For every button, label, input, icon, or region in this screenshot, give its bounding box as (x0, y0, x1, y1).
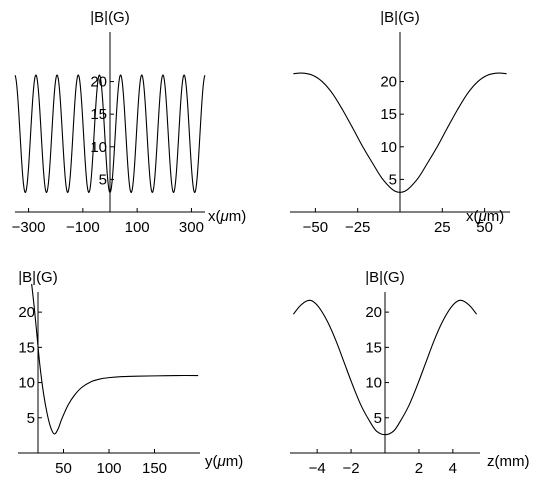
series-line (293, 72, 507, 193)
x-axis-label: x(μm) (466, 208, 504, 225)
panel-top-left: −300 −100 100 300 5 10 15 20 x(μm) |B|(G) (12, 9, 247, 236)
x-tick-label: −100 (66, 219, 100, 236)
x-tick-label: 100 (96, 460, 121, 477)
y-tick-label: 20 (380, 74, 397, 91)
x-tick-label: 50 (55, 460, 72, 477)
y-axis-label: |B|(G) (365, 269, 404, 286)
y-tick-label: 15 (380, 106, 397, 123)
series-line (14, 74, 206, 194)
y-tick-label: 20 (365, 304, 382, 321)
y-tick-label: 15 (90, 106, 107, 123)
x-axis-label: y(μm) (205, 453, 243, 470)
panel-top-right: −50 −25 25 50 5 10 15 20 x(μm) |B|(G) (290, 9, 510, 236)
x-tick-label: 100 (125, 219, 150, 236)
y-tick-label: 10 (365, 375, 382, 392)
x-tick-label: 150 (142, 460, 167, 477)
x-tick-label: −2 (343, 460, 360, 477)
y-tick-label: 5 (99, 171, 107, 188)
series-line (31, 283, 199, 435)
x-tick-label: 4 (449, 460, 457, 477)
x-tick-label: −300 (12, 219, 46, 236)
series-line (292, 299, 478, 436)
x-tick-label: −50 (303, 219, 328, 236)
y-tick-label: 10 (90, 139, 107, 156)
y-axis-label: |B|(G) (380, 9, 419, 26)
x-tick-label: −25 (345, 219, 370, 236)
y-tick-label: 5 (389, 171, 397, 188)
x-axis-label: z(mm) (487, 453, 529, 470)
panel-bottom-left: 50 100 150 5 10 15 20 y(μm) |B|(G) (18, 269, 243, 477)
y-axis-label: |B|(G) (90, 9, 129, 26)
y-tick-label: 15 (18, 339, 35, 356)
y-tick-label: 5 (374, 410, 382, 427)
x-axis-label: x(μm) (208, 208, 246, 225)
x-tick-label: 50 (476, 219, 493, 236)
y-tick-label: 20 (90, 74, 107, 91)
y-tick-label: 5 (27, 410, 35, 427)
x-tick-label: −4 (309, 460, 326, 477)
panel-bottom-right: −4 −2 2 4 5 10 15 20 z(mm) |B|(G) (290, 269, 529, 477)
y-tick-label: 20 (18, 304, 35, 321)
x-tick-label: 25 (434, 219, 451, 236)
x-tick-label: 2 (415, 460, 423, 477)
y-tick-label: 10 (380, 139, 397, 156)
y-axis-label: |B|(G) (18, 269, 57, 286)
y-tick-label: 10 (18, 375, 35, 392)
x-tick-label: 300 (179, 219, 204, 236)
y-tick-label: 15 (365, 339, 382, 356)
